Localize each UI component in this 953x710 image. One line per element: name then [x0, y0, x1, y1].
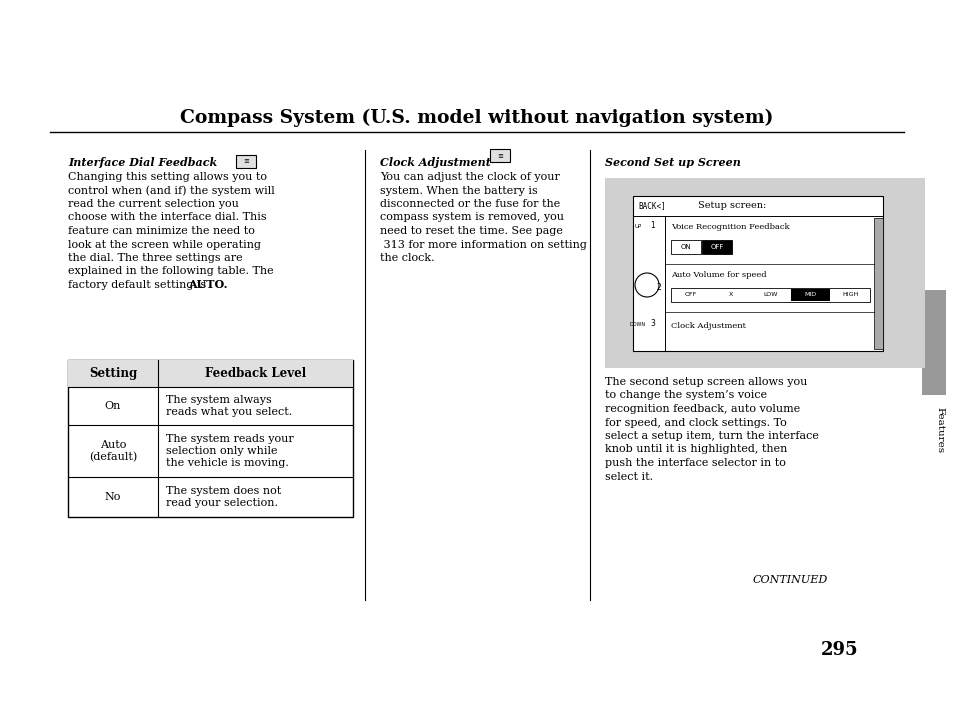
Text: Clock Adjustment: Clock Adjustment [379, 158, 491, 168]
Text: MID: MID [803, 293, 816, 297]
Text: compass system is removed, you: compass system is removed, you [379, 212, 563, 222]
Text: push the interface selector in to: push the interface selector in to [604, 458, 785, 468]
Text: On: On [105, 401, 121, 411]
Text: UP: UP [634, 224, 641, 229]
Text: ≡: ≡ [497, 153, 502, 159]
Bar [235, 155, 255, 168]
Text: look at the screen while operating: look at the screen while operating [68, 239, 261, 249]
Text: 313 for more information on setting: 313 for more information on setting [379, 239, 586, 249]
Text: Setup screen:: Setup screen: [698, 202, 765, 210]
Bar [921, 290, 945, 395]
Text: No: No [105, 492, 121, 502]
Text: to change the system’s voice: to change the system’s voice [604, 391, 766, 400]
Text: You can adjust the clock of your: You can adjust the clock of your [379, 172, 559, 182]
Text: CONTINUED: CONTINUED [752, 575, 827, 585]
Text: ON: ON [680, 244, 691, 250]
Text: Second Set up Screen: Second Set up Screen [604, 158, 740, 168]
Text: The system does not
read your selection.: The system does not read your selection. [166, 486, 281, 508]
Text: Features: Features [935, 407, 943, 453]
Bar [633, 196, 882, 351]
Text: feature can minimize the need to: feature can minimize the need to [68, 226, 254, 236]
Text: DOWN: DOWN [629, 322, 645, 327]
Bar [670, 240, 700, 254]
Text: OFF: OFF [684, 293, 697, 297]
Text: read the current selection you: read the current selection you [68, 199, 238, 209]
Bar [790, 289, 829, 301]
Text: recognition feedback, auto volume: recognition feedback, auto volume [604, 404, 800, 414]
Text: Auto
(default): Auto (default) [89, 439, 137, 462]
Text: LOW: LOW [762, 293, 777, 297]
Text: The system always
reads what you select.: The system always reads what you select. [166, 395, 292, 417]
Text: The second setup screen allows you: The second setup screen allows you [604, 377, 806, 387]
Text: Setting: Setting [89, 367, 137, 380]
Text: Auto Volume for speed: Auto Volume for speed [670, 271, 766, 279]
Text: Voice Recognition Feedback: Voice Recognition Feedback [670, 223, 789, 231]
Text: 1: 1 [650, 222, 655, 231]
Text: factory default setting is: factory default setting is [68, 280, 210, 290]
Text: 295: 295 [821, 641, 858, 659]
Text: the dial. The three settings are: the dial. The three settings are [68, 253, 242, 263]
Text: Compass System (U.S. model without navigation system): Compass System (U.S. model without navig… [180, 109, 773, 127]
Text: the clock.: the clock. [379, 253, 435, 263]
Text: disconnected or the fuse for the: disconnected or the fuse for the [379, 199, 559, 209]
Bar [68, 360, 353, 387]
Text: explained in the following table. The: explained in the following table. The [68, 266, 274, 276]
Text: Feedback Level: Feedback Level [205, 367, 306, 380]
Text: select a setup item, turn the interface: select a setup item, turn the interface [604, 431, 818, 441]
Bar [701, 240, 731, 254]
Text: control when (and if) the system will: control when (and if) the system will [68, 185, 274, 196]
Bar [68, 360, 353, 517]
Bar [604, 178, 924, 368]
Text: select it.: select it. [604, 471, 653, 481]
Text: AUTO.: AUTO. [188, 280, 228, 290]
Text: need to reset the time. See page: need to reset the time. See page [379, 226, 562, 236]
Text: Clock Adjustment: Clock Adjustment [670, 322, 745, 330]
Text: 2: 2 [656, 283, 660, 293]
Text: for speed, and clock settings. To: for speed, and clock settings. To [604, 417, 786, 427]
Bar [670, 288, 869, 302]
Text: 3: 3 [650, 320, 655, 329]
Text: X: X [728, 293, 732, 297]
Text: choose with the interface dial. This: choose with the interface dial. This [68, 212, 266, 222]
Text: OFF: OFF [710, 244, 723, 250]
Text: knob until it is highlighted, then: knob until it is highlighted, then [604, 444, 786, 454]
Text: Interface Dial Feedback: Interface Dial Feedback [68, 158, 217, 168]
Bar [873, 218, 882, 349]
Text: ≡: ≡ [243, 158, 249, 165]
Bar [490, 149, 510, 162]
Text: system. When the battery is: system. When the battery is [379, 185, 537, 195]
Text: HIGH: HIGH [841, 293, 858, 297]
Text: The system reads your
selection only while
the vehicle is moving.: The system reads your selection only whi… [166, 434, 294, 469]
Text: BACK<]: BACK<] [638, 202, 665, 210]
Text: Changing this setting allows you to: Changing this setting allows you to [68, 172, 267, 182]
